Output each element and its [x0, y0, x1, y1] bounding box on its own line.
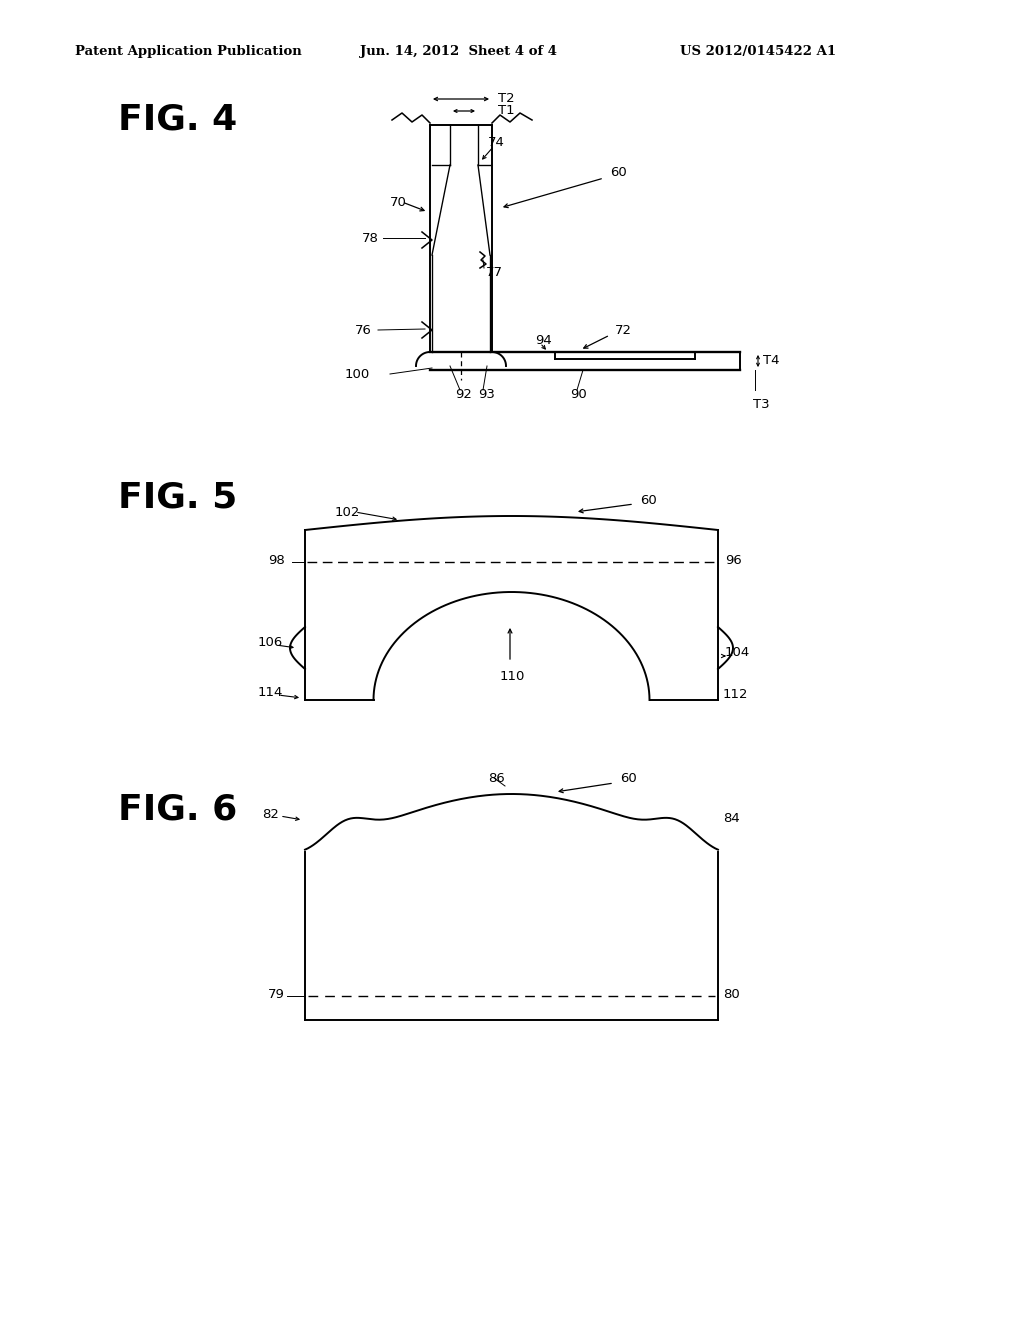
Text: 104: 104 — [725, 647, 751, 660]
Text: 60: 60 — [640, 494, 656, 507]
Text: 112: 112 — [723, 689, 749, 701]
Text: 76: 76 — [355, 323, 372, 337]
Text: 70: 70 — [390, 195, 407, 209]
Text: 94: 94 — [535, 334, 552, 346]
Text: T2: T2 — [498, 91, 515, 104]
Text: 60: 60 — [610, 165, 627, 178]
Text: FIG. 4: FIG. 4 — [118, 102, 238, 136]
Text: FIG. 5: FIG. 5 — [118, 480, 238, 513]
Text: 72: 72 — [615, 323, 632, 337]
Text: Patent Application Publication: Patent Application Publication — [75, 45, 302, 58]
Text: 96: 96 — [725, 554, 741, 568]
Text: 92: 92 — [455, 388, 472, 400]
Text: 93: 93 — [478, 388, 495, 400]
Text: Jun. 14, 2012  Sheet 4 of 4: Jun. 14, 2012 Sheet 4 of 4 — [360, 45, 557, 58]
Text: 114: 114 — [258, 685, 284, 698]
Text: 79: 79 — [268, 989, 285, 1002]
Text: 80: 80 — [723, 989, 739, 1002]
Text: FIG. 6: FIG. 6 — [118, 792, 238, 826]
Text: 84: 84 — [723, 812, 739, 825]
Text: 86: 86 — [488, 771, 505, 784]
Text: 110: 110 — [500, 671, 525, 684]
Text: T1: T1 — [498, 103, 515, 116]
Text: US 2012/0145422 A1: US 2012/0145422 A1 — [680, 45, 837, 58]
Text: 77: 77 — [486, 265, 503, 279]
Text: 100: 100 — [345, 367, 371, 380]
Text: 74: 74 — [488, 136, 505, 149]
Text: 82: 82 — [262, 808, 279, 821]
Text: 60: 60 — [620, 771, 637, 784]
Text: 102: 102 — [335, 506, 360, 519]
Text: 90: 90 — [570, 388, 587, 400]
Text: 98: 98 — [268, 554, 285, 568]
Text: T4: T4 — [763, 355, 779, 367]
Text: 78: 78 — [362, 231, 379, 244]
Text: 106: 106 — [258, 636, 284, 649]
Text: T3: T3 — [753, 399, 770, 411]
